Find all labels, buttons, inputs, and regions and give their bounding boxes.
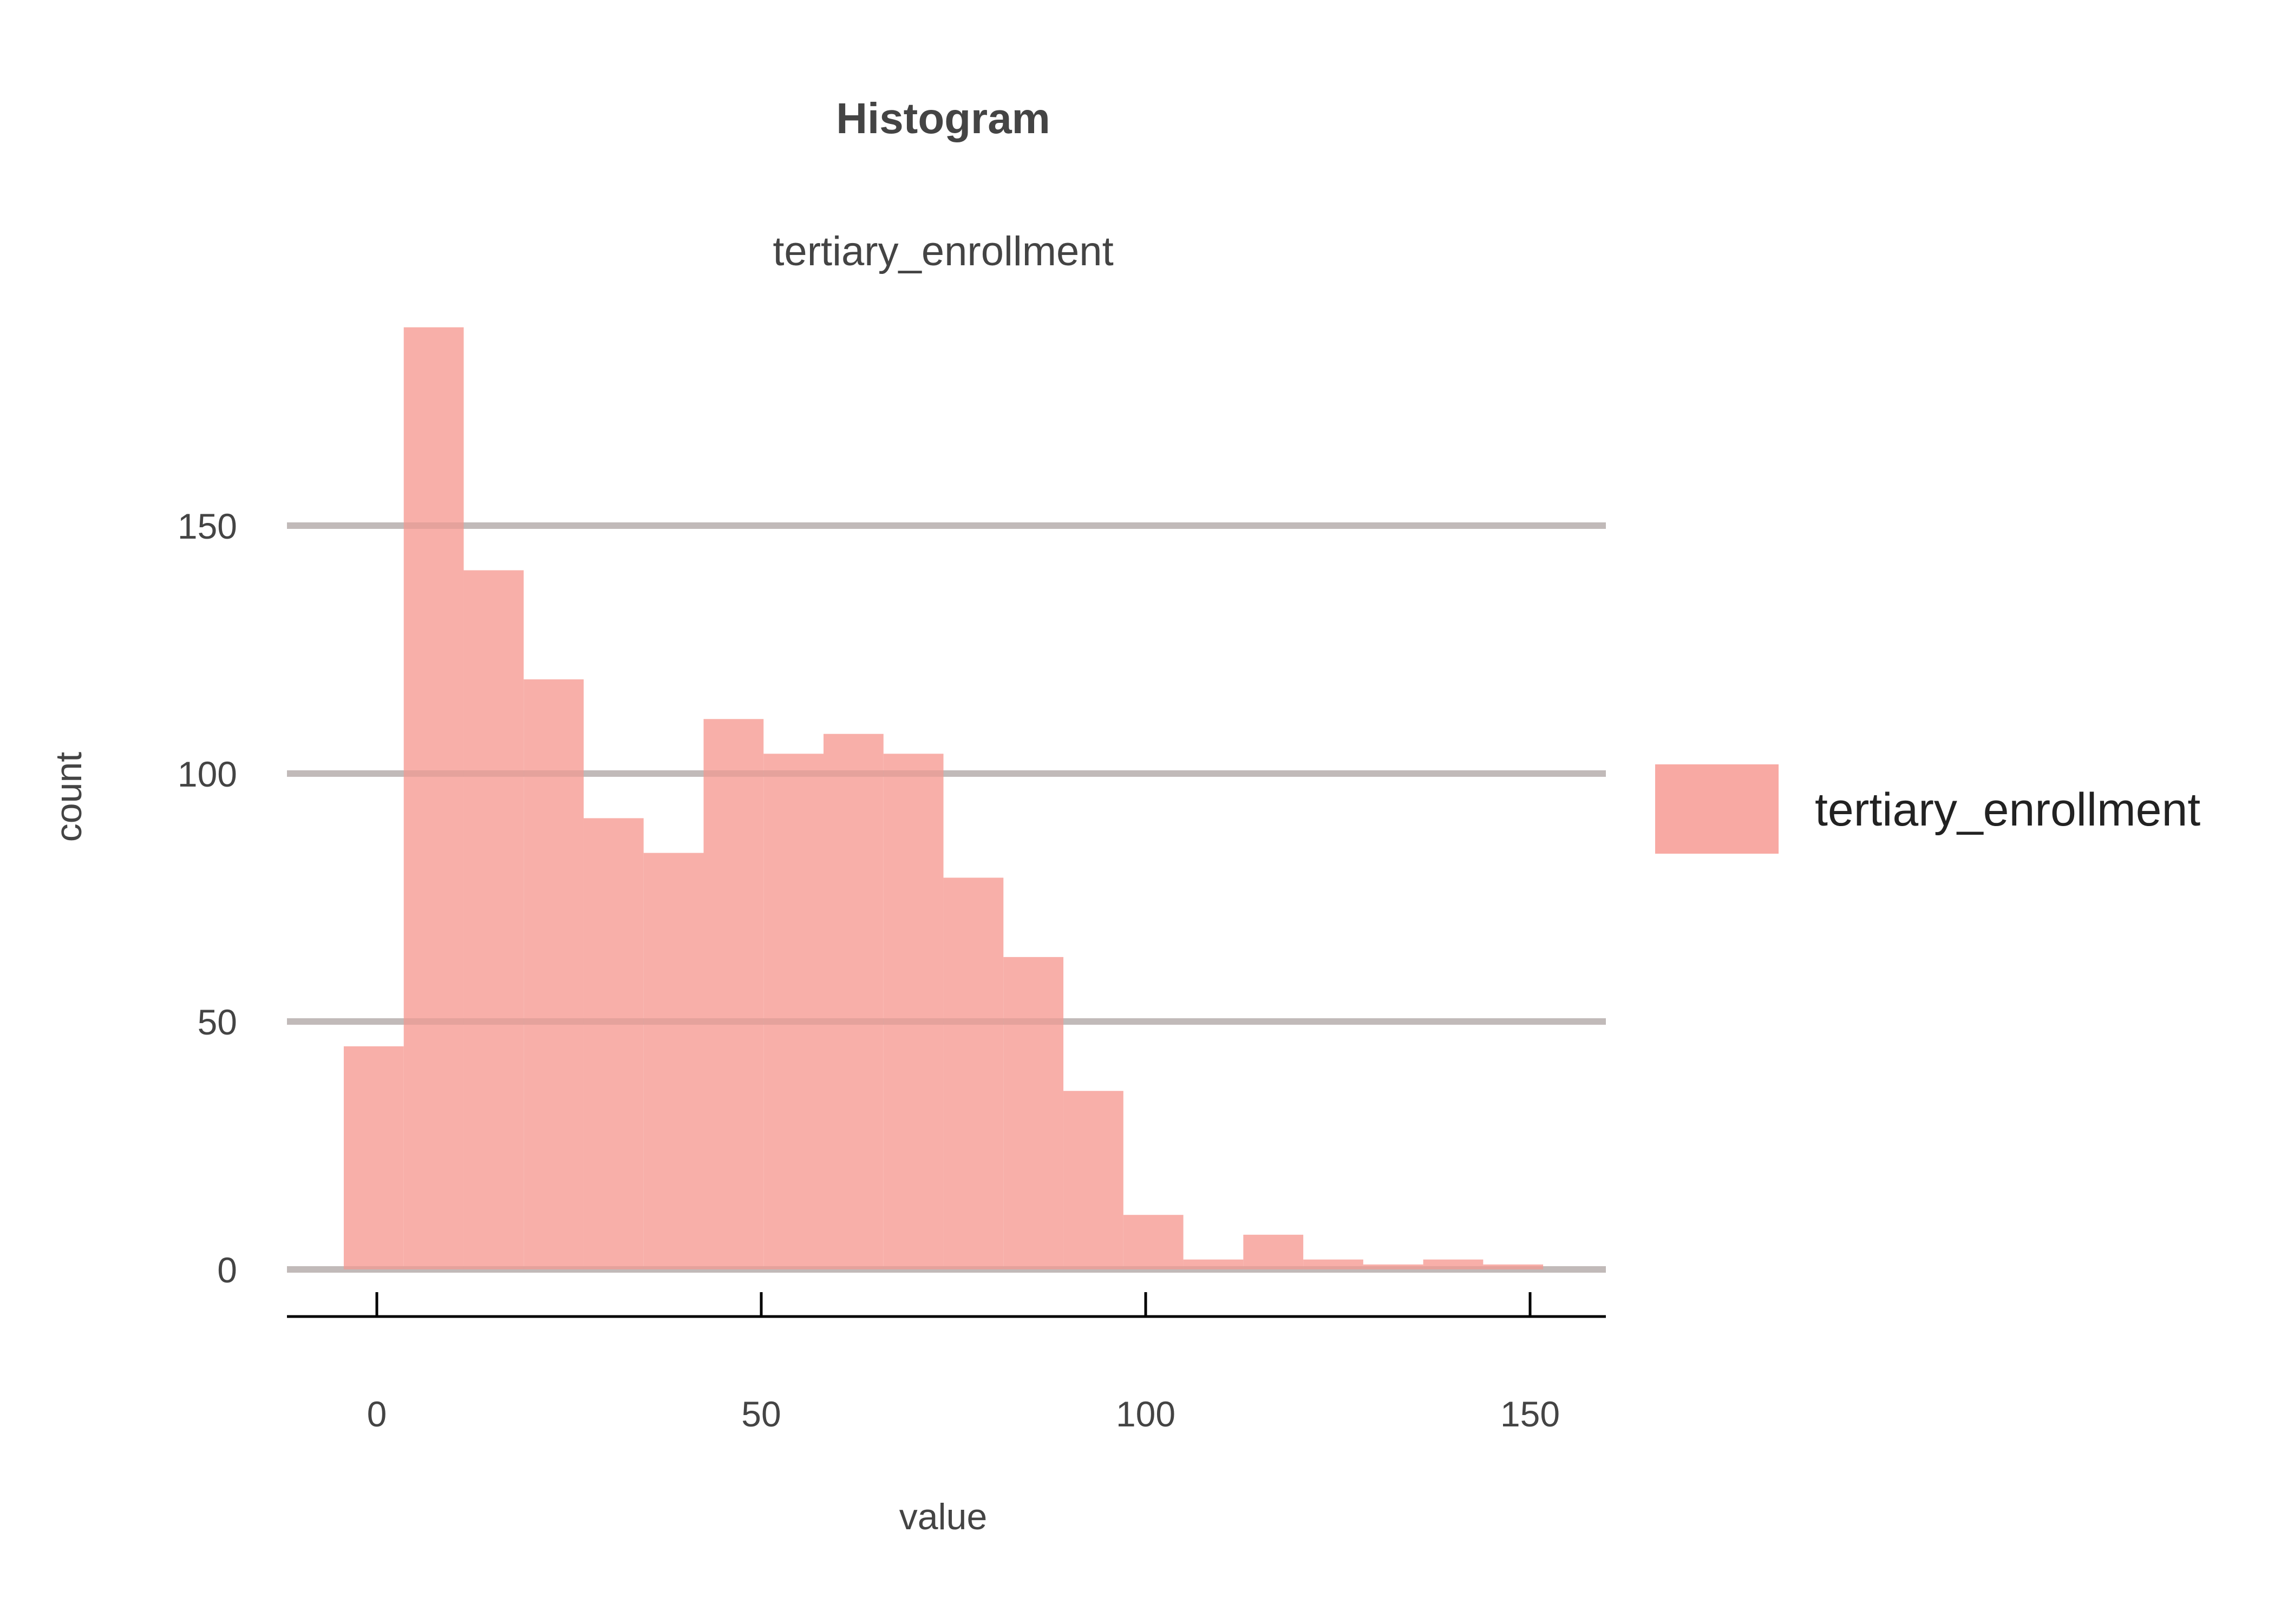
histogram-bar-17 [1363, 1264, 1423, 1269]
histogram-bar-10 [943, 878, 1004, 1269]
x-axis-label: value [899, 1496, 988, 1537]
y-tick-label-2: 100 [178, 754, 237, 794]
histogram-bar-16 [1303, 1259, 1363, 1269]
histogram-bar-4 [583, 818, 644, 1269]
x-axis: 0 50 100 150 [287, 1292, 1606, 1434]
histogram-bar-18 [1423, 1259, 1484, 1269]
histogram-bars [287, 327, 1606, 1273]
x-tick-label-0: 0 [367, 1394, 387, 1434]
x-tick-label-1: 50 [741, 1394, 781, 1434]
histogram-bar-3 [524, 679, 584, 1269]
histogram-bar-8 [824, 734, 884, 1269]
histogram-bar-6 [703, 719, 764, 1269]
x-tick-label-3: 150 [1500, 1394, 1560, 1434]
y-tick-label-0: 0 [217, 1250, 237, 1290]
chart-title: Histogram [836, 94, 1050, 142]
histogram-bar-7 [763, 754, 824, 1269]
legend: tertiary_enrollment [1655, 764, 2200, 854]
histogram-bar-13 [1123, 1215, 1184, 1269]
histogram-bar-1 [403, 327, 464, 1269]
histogram-bar-19 [1483, 1264, 1544, 1269]
legend-swatch [1655, 764, 1779, 854]
chart-subtitle: tertiary_enrollment [773, 228, 1113, 274]
legend-label: tertiary_enrollment [1815, 784, 2200, 836]
histogram-bar-0 [343, 1046, 404, 1269]
histogram-bar-15 [1243, 1234, 1304, 1269]
y-tick-label-3: 150 [178, 506, 237, 546]
y-axis-ticks: 0 50 100 150 [178, 506, 237, 1290]
x-tick-label-2: 100 [1116, 1394, 1175, 1434]
histogram-bar-9 [883, 754, 944, 1269]
histogram-bar-12 [1063, 1091, 1123, 1269]
histogram-bar-14 [1183, 1259, 1244, 1269]
y-axis-label: count [48, 752, 89, 842]
y-tick-label-1: 50 [198, 1002, 237, 1042]
histogram-bar-2 [463, 570, 524, 1269]
histogram-bar-5 [643, 853, 704, 1269]
histogram-bar-11 [1003, 957, 1064, 1269]
